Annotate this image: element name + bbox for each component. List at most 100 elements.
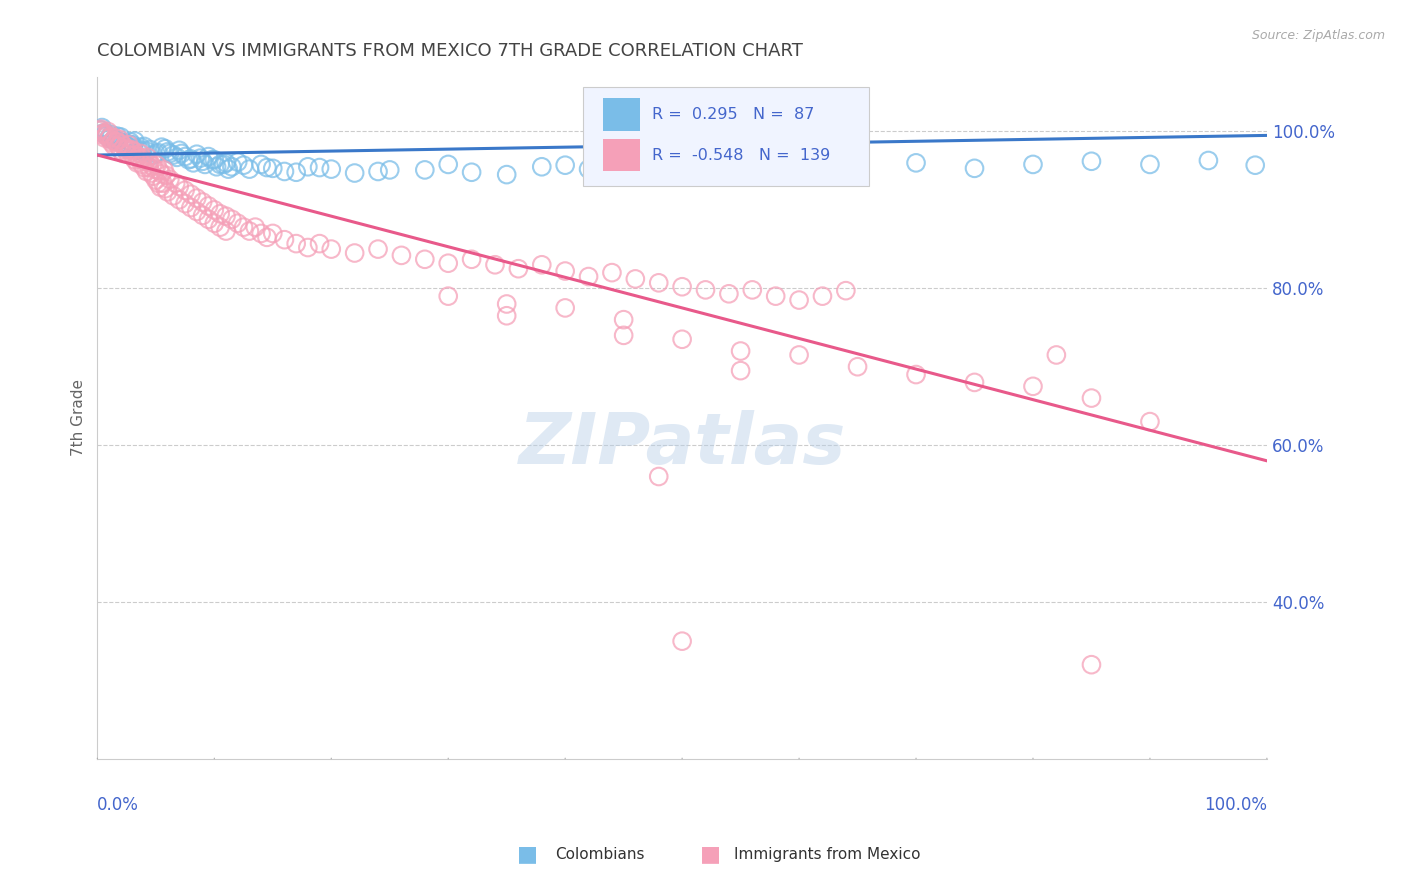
Point [150, 140, 173, 154]
Point [167, 143, 190, 157]
FancyBboxPatch shape [603, 98, 640, 131]
Point [107, 139, 129, 153]
Text: Source: ZipAtlas.com: Source: ZipAtlas.com [1251, 29, 1385, 42]
Point [245, 220, 267, 235]
Point [127, 142, 149, 156]
Point [118, 136, 141, 151]
Point [787, 348, 810, 362]
Text: Colombians: Colombians [555, 847, 645, 862]
Point [297, 160, 319, 174]
Point [343, 166, 366, 180]
Point [103, 138, 125, 153]
Point [108, 132, 131, 146]
Point [495, 309, 517, 323]
Point [128, 152, 150, 166]
Point [391, 248, 413, 262]
Point [217, 162, 239, 177]
Point [143, 162, 166, 177]
Point [91, 126, 114, 140]
Point [343, 246, 366, 260]
Point [508, 261, 530, 276]
Point [191, 195, 214, 210]
Text: COLOMBIAN VS IMMIGRANTS FROM MEXICO 7TH GRADE CORRELATION CHART: COLOMBIAN VS IMMIGRANTS FROM MEXICO 7TH … [97, 42, 803, 60]
Point [170, 146, 193, 161]
Point [554, 301, 576, 315]
Point [94, 128, 117, 143]
Point [232, 158, 254, 172]
Point [122, 144, 145, 158]
Point [180, 152, 202, 166]
Point [139, 143, 162, 157]
Point [413, 162, 436, 177]
Point [159, 172, 181, 186]
Point [112, 146, 135, 161]
Point [93, 130, 115, 145]
Point [103, 133, 125, 147]
Point [202, 216, 225, 230]
Point [367, 242, 389, 256]
Point [835, 284, 858, 298]
Point [256, 161, 278, 175]
Point [105, 135, 128, 149]
Point [460, 165, 482, 179]
Point [114, 143, 136, 157]
Point [671, 279, 693, 293]
Point [495, 168, 517, 182]
Point [159, 146, 181, 161]
Point [484, 258, 506, 272]
Point [141, 166, 163, 180]
Text: ■: ■ [700, 845, 720, 864]
Point [117, 147, 139, 161]
Point [530, 160, 553, 174]
Point [297, 241, 319, 255]
Point [110, 143, 132, 157]
Text: ZIPatlas: ZIPatlas [519, 410, 846, 480]
Point [111, 136, 134, 150]
Text: R =  -0.548   N =  139: R = -0.548 N = 139 [652, 147, 830, 162]
Point [695, 283, 717, 297]
Point [554, 264, 576, 278]
Point [1080, 391, 1102, 405]
Y-axis label: 7th Grade: 7th Grade [72, 379, 86, 456]
Point [221, 160, 243, 174]
Point [613, 328, 636, 343]
Point [91, 128, 114, 142]
Point [153, 162, 176, 177]
Point [194, 157, 217, 171]
Point [114, 140, 136, 154]
Text: ■: ■ [517, 845, 537, 864]
Point [578, 269, 600, 284]
Point [554, 158, 576, 172]
Point [115, 142, 138, 156]
Point [1080, 154, 1102, 169]
Point [613, 163, 636, 178]
Point [221, 212, 243, 227]
Point [145, 173, 167, 187]
Point [308, 161, 330, 175]
Point [460, 252, 482, 267]
Point [787, 293, 810, 307]
Point [215, 224, 238, 238]
Point [132, 151, 155, 165]
Text: 0.0%: 0.0% [97, 797, 139, 814]
Point [90, 122, 112, 136]
Point [107, 134, 129, 148]
Point [671, 332, 693, 346]
Point [91, 120, 114, 135]
Point [89, 124, 111, 138]
Point [165, 176, 187, 190]
Point [209, 207, 232, 221]
Point [145, 146, 167, 161]
Point [285, 165, 308, 179]
Point [167, 179, 190, 194]
Point [197, 150, 219, 164]
Point [146, 176, 169, 190]
Point [905, 156, 928, 170]
Point [578, 162, 600, 177]
Point [111, 136, 134, 151]
Point [150, 167, 173, 181]
Point [156, 145, 179, 159]
Point [127, 156, 149, 170]
Point [730, 344, 752, 359]
Point [256, 230, 278, 244]
